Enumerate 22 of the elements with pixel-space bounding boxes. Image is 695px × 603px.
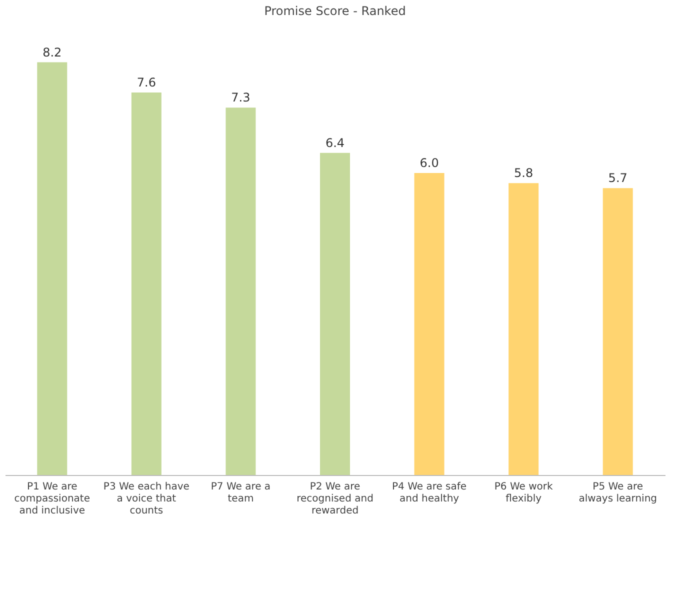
data-label: 7.3: [231, 90, 250, 105]
data-label: 6.4: [325, 136, 345, 150]
data-label: 6.0: [420, 156, 439, 170]
bar: [37, 62, 68, 475]
bar: [226, 108, 256, 475]
data-label: 5.8: [514, 166, 534, 180]
data-label: 7.6: [136, 75, 156, 90]
x-tick-label: P7 We are a team: [210, 482, 271, 504]
x-tick-label: P4 We are safe and healthy: [392, 482, 467, 504]
x-tick-label: P3 We each have a voice that counts: [103, 482, 190, 516]
bar: [320, 152, 350, 475]
x-tick-label: P2 We are recognised and rewarded: [296, 482, 374, 516]
x-tick-label: P6 We work flexibly: [494, 482, 553, 504]
chart-title: Promise Score - Ranked: [264, 4, 406, 18]
x-tick-label: P5 We are always learning: [578, 482, 658, 504]
data-label: 8.2: [42, 45, 62, 60]
bar: [131, 92, 162, 475]
bar: [508, 183, 539, 475]
x-tick-label: P1 We are compassionate and inclusive: [14, 482, 90, 516]
data-label: 5.7: [608, 171, 628, 186]
bar: [414, 173, 444, 475]
bar: [602, 188, 633, 475]
